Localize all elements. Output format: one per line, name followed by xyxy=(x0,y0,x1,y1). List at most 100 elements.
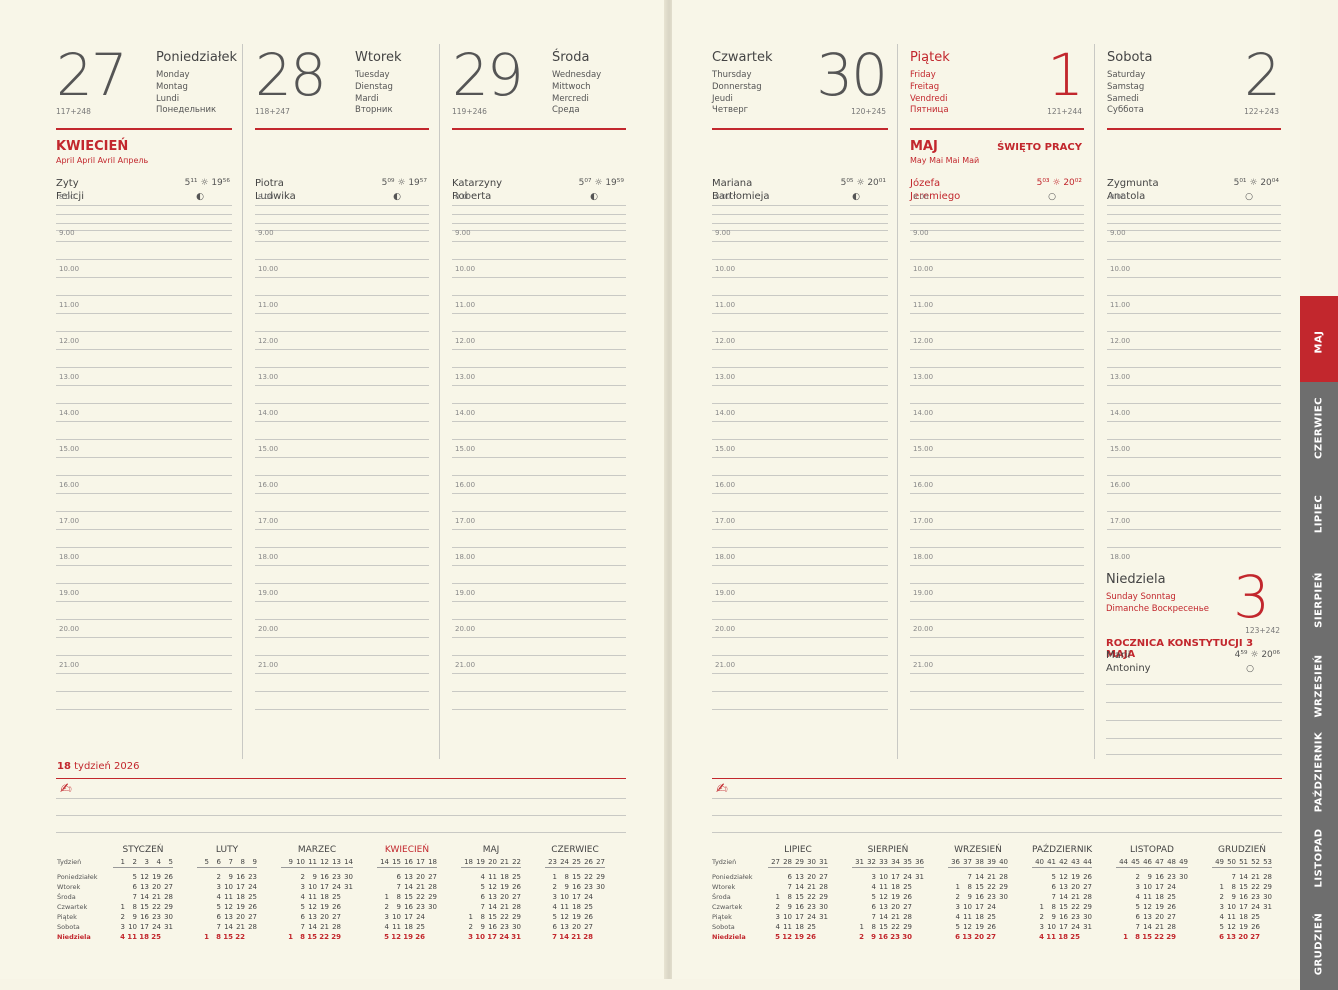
mini-day: 11 xyxy=(560,903,569,911)
mini-row: 1 8 15 22 29 xyxy=(113,902,173,912)
mini-day: 20 xyxy=(572,923,581,931)
hour-label: 10.00 xyxy=(59,265,80,273)
mini-row: 7 14 21 28 xyxy=(768,882,828,892)
writing-line xyxy=(452,403,626,404)
writing-line xyxy=(1107,230,1281,231)
mini-month-table: 44 45 46 47 48 49 2 9 16 23 30 3 10 17 24 4 11 18 25 5 12 19 2… xyxy=(1116,857,1188,942)
name-days: Zygmunta Anatola xyxy=(1107,178,1159,203)
writing-line xyxy=(56,475,232,476)
mini-day xyxy=(197,868,209,883)
writing-line xyxy=(56,421,232,422)
writing-line xyxy=(452,385,626,386)
writing-line xyxy=(712,313,888,314)
day-column: 28 Wtorek Tuesday Dienstag Mardi Вторник 118+2… xyxy=(242,44,429,759)
mini-row: 3 10 17 24 31 xyxy=(1212,902,1272,912)
mini-day: 9 xyxy=(480,923,485,931)
mini-month-title: CZERWIEC xyxy=(551,845,599,855)
writing-line xyxy=(255,421,429,422)
writing-line xyxy=(255,691,429,692)
writing-line xyxy=(255,349,429,350)
day-number: 28 xyxy=(255,41,327,109)
mini-day: 31 xyxy=(915,873,924,881)
mini-day: 25 xyxy=(416,923,425,931)
mini-day: 25 xyxy=(151,933,161,941)
mini-day: 7 xyxy=(787,883,792,891)
mini-row: 5 12 19 26 xyxy=(948,922,1008,932)
week-number-row: 36 37 38 39 40 xyxy=(948,857,1008,868)
mini-day: 26 xyxy=(164,873,173,881)
hour-label: 16.00 xyxy=(1110,481,1131,489)
week-number: 11 xyxy=(305,857,317,868)
week-number: 37 xyxy=(960,857,972,868)
mini-day: 12 xyxy=(308,903,317,911)
header-rule xyxy=(452,128,626,130)
month-tab[interactable]: LISTOPAD xyxy=(1300,812,1338,904)
month-tab[interactable]: GRUDZIEŃ xyxy=(1300,898,1338,990)
hour-label: 9.00 xyxy=(715,229,731,237)
writing-line xyxy=(56,619,232,620)
week-number: 46 xyxy=(1140,857,1152,868)
writing-line xyxy=(1107,277,1281,278)
writing-line xyxy=(910,691,1084,692)
writing-line xyxy=(910,277,1084,278)
mini-day: 12 xyxy=(1059,873,1068,881)
mini-day: 15 xyxy=(404,893,413,901)
mini-day: 6 xyxy=(1051,883,1056,891)
translation: Понедельник xyxy=(156,105,217,116)
month-tab[interactable]: LIPIEC xyxy=(1300,468,1338,560)
mini-day xyxy=(461,868,473,883)
mini-day: 21 xyxy=(987,873,996,881)
writing-line xyxy=(255,655,429,656)
mini-day xyxy=(197,922,209,932)
writing-line xyxy=(56,259,232,260)
mini-row: 5 12 19 26 xyxy=(281,902,353,912)
weekday-label: Niedziela xyxy=(712,933,746,941)
month-tab[interactable]: CZERWIEC xyxy=(1300,382,1338,474)
month-tab[interactable]: WRZESIEŃ xyxy=(1300,640,1338,732)
month-tab[interactable]: MAJ xyxy=(1300,296,1338,388)
day-number: 29 xyxy=(452,41,524,109)
writing-line xyxy=(56,205,232,206)
writing-line xyxy=(712,205,888,206)
mini-day: 10 xyxy=(224,883,233,891)
mini-day: 17 xyxy=(140,923,149,931)
mini-row: 6 13 20 27 xyxy=(377,868,437,883)
mini-day: 31 xyxy=(1263,903,1272,911)
month-tab[interactable]: PAŹDZIERNIK xyxy=(1300,726,1338,818)
mini-day: 23 xyxy=(584,883,593,891)
writing-line xyxy=(910,421,1084,422)
mini-day: 28 xyxy=(1083,893,1092,901)
mini-day xyxy=(341,892,353,902)
writing-line xyxy=(56,367,232,368)
mini-day: 10 xyxy=(1227,903,1236,911)
month-tab[interactable]: SIERPIEŃ xyxy=(1300,554,1338,646)
mini-day: 21 xyxy=(1155,923,1164,931)
mini-day xyxy=(341,912,353,922)
mini-day: 29 xyxy=(1083,903,1092,911)
mini-day: 26 xyxy=(584,913,593,921)
mini-day xyxy=(1260,932,1272,942)
mini-day: 27 xyxy=(164,883,173,891)
hour-label: 11.00 xyxy=(1110,301,1131,309)
sunrise-sunset: 4⁵⁹ ☼ 20⁰⁶ xyxy=(1234,650,1280,660)
day-name-translations: Saturday Samstag Samedi Суббота xyxy=(1107,70,1145,117)
mini-day: 27 xyxy=(1083,883,1092,891)
mini-row: 6 13 20 27 xyxy=(852,902,924,912)
mini-day: 5 xyxy=(775,933,780,941)
mini-day: 17 xyxy=(320,883,329,891)
mini-day: 4 xyxy=(384,923,389,931)
writing-line xyxy=(56,565,232,566)
name-days: Józefa Jeremiego xyxy=(910,178,960,203)
mini-day: 28 xyxy=(332,923,341,931)
week-number: 40 xyxy=(996,857,1008,868)
writing-line xyxy=(255,475,429,476)
writing-line xyxy=(452,601,626,602)
mini-day: 19 xyxy=(236,903,245,911)
mini-day: 23 xyxy=(1071,913,1080,921)
month-tab-label: GRUDZIEŃ xyxy=(1313,912,1325,976)
week-number: 16 xyxy=(401,857,413,868)
month-title: KWIECIEŃ xyxy=(56,139,129,154)
mini-day: 7 xyxy=(552,933,557,941)
mini-day: 9 xyxy=(1051,913,1056,921)
writing-line xyxy=(255,601,429,602)
